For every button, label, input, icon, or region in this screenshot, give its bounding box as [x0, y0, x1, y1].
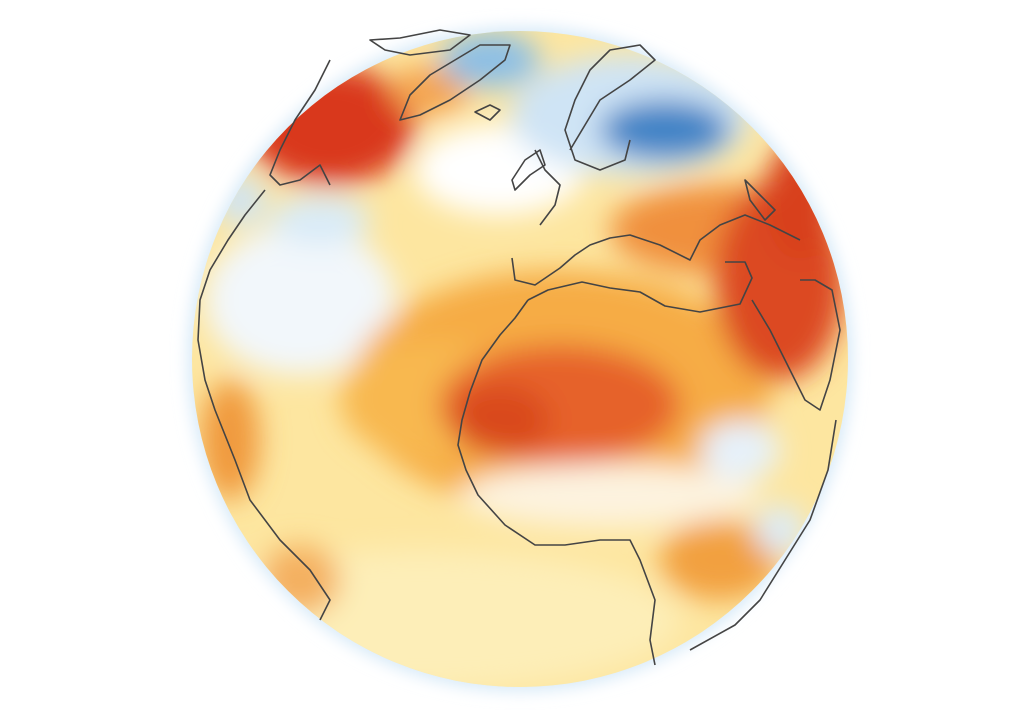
coastline — [369, 29, 471, 56]
temperature-anomaly — [192, 31, 848, 687]
coastline — [751, 279, 841, 411]
coastline — [511, 149, 546, 191]
coastline — [564, 44, 656, 171]
coastline — [474, 104, 501, 121]
coastline — [457, 299, 656, 666]
coastline — [399, 44, 511, 121]
coastline — [534, 149, 561, 226]
coastline — [744, 179, 776, 221]
coastline — [197, 189, 331, 621]
coastline — [269, 59, 331, 186]
coastline — [689, 419, 837, 651]
coastlines — [197, 29, 841, 666]
coastline — [527, 261, 753, 313]
coastline — [511, 214, 801, 286]
